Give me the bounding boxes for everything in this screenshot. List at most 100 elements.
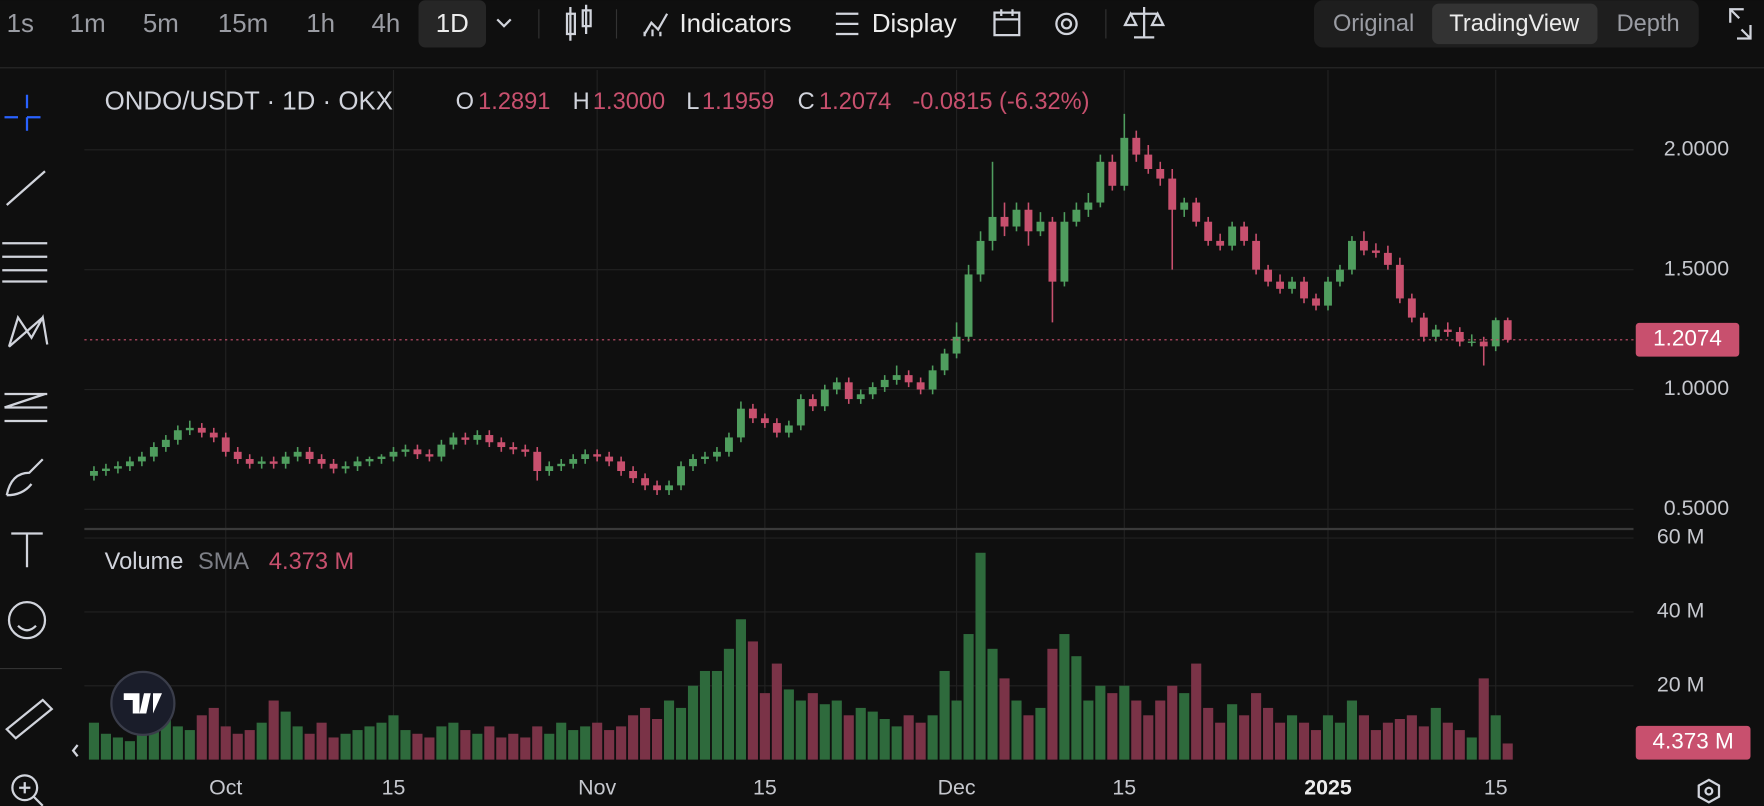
- fullscreen-icon[interactable]: [1729, 8, 1752, 40]
- candle-body: [1479, 341, 1488, 347]
- volume-bar: [160, 715, 171, 760]
- crosshair-tool[interactable]: [4, 94, 50, 140]
- text-tool[interactable]: [11, 532, 43, 568]
- interval-button[interactable]: 5m: [143, 10, 179, 38]
- candle-body: [1324, 281, 1332, 306]
- interval-button[interactable]: 4h: [371, 10, 400, 38]
- tradingview-logo[interactable]: [110, 670, 176, 736]
- replay-icon[interactable]: [993, 9, 1021, 37]
- volume-tick-label: 40 M: [1657, 599, 1705, 623]
- volume-bar: [400, 730, 411, 760]
- volume-bar: [963, 634, 974, 760]
- volume-bar: [1191, 663, 1202, 760]
- collapse-arrow[interactable]: [71, 744, 79, 757]
- emoji-tool[interactable]: [7, 601, 47, 640]
- volume-bar: [1227, 704, 1238, 760]
- volume-bar: [915, 722, 926, 760]
- emoji-smile: [17, 624, 37, 632]
- candle-body: [137, 456, 146, 462]
- x-tick-label: 15: [1484, 776, 1508, 800]
- volume-bar: [1454, 730, 1465, 760]
- candle-body: [1084, 202, 1093, 210]
- display-button[interactable]: Display: [872, 10, 957, 38]
- candle-body: [1096, 161, 1105, 203]
- candle-body: [173, 430, 182, 440]
- volume-bar: [292, 726, 303, 760]
- candle-body: [1036, 221, 1045, 232]
- candle-body: [125, 461, 134, 467]
- view-tab[interactable]: Original: [1333, 11, 1414, 37]
- compare-icon[interactable]: [1123, 7, 1166, 39]
- candle-body: [1336, 269, 1344, 282]
- x-tick-label: Dec: [938, 776, 976, 800]
- candle-body: [305, 451, 314, 460]
- candle-body: [401, 449, 410, 452]
- candle-body: [545, 466, 554, 471]
- volume-bar: [304, 733, 315, 760]
- view-tab[interactable]: Depth: [1617, 11, 1680, 37]
- last-volume-label: 4.373 M: [1652, 729, 1733, 754]
- indicators-icon[interactable]: [643, 13, 669, 37]
- zoom-tool[interactable]: [11, 774, 39, 802]
- volume-bar: [520, 737, 531, 760]
- interval-button[interactable]: 1s: [7, 10, 34, 38]
- volume-bar: [1275, 722, 1286, 760]
- settings-hex-icon[interactable]: [1697, 778, 1721, 804]
- candle-body: [1467, 341, 1476, 343]
- volume-bar: [280, 711, 291, 760]
- volume-bar: [1083, 700, 1094, 760]
- pattern-tool[interactable]: [7, 314, 49, 348]
- candle-body: [1503, 320, 1512, 340]
- volume-bar: [496, 737, 507, 760]
- trendline-tool[interactable]: [6, 170, 46, 206]
- volume-bar: [675, 707, 687, 760]
- candle-body: [653, 485, 661, 491]
- candle-body: [1419, 317, 1428, 337]
- candle-body: [772, 423, 781, 433]
- candle-body: [1168, 178, 1177, 210]
- volume-bar: [244, 730, 255, 760]
- volume-bar: [939, 670, 950, 760]
- candle-body: [1359, 240, 1368, 251]
- candle-body: [904, 375, 913, 383]
- brush-tool[interactable]: [5, 458, 44, 497]
- volume-bar: [208, 707, 219, 760]
- volume-bar: [699, 670, 711, 760]
- volume-bar: [460, 730, 471, 760]
- volume-bar: [1418, 726, 1429, 760]
- volume-bar: [1107, 693, 1118, 760]
- volume-bar: [1131, 700, 1142, 760]
- candle-body: [1312, 298, 1320, 306]
- interval-button[interactable]: 15m: [218, 10, 268, 38]
- candle-body: [1240, 226, 1249, 241]
- candle-body: [497, 442, 506, 448]
- interval-dropdown[interactable]: [496, 18, 512, 28]
- projection-tool[interactable]: [4, 392, 48, 423]
- volume-bar: [1298, 722, 1310, 760]
- view-tab[interactable]: TradingView: [1449, 11, 1580, 37]
- interval-button[interactable]: 1h: [306, 10, 335, 38]
- candle-body: [1132, 137, 1141, 155]
- candle-body: [509, 447, 518, 450]
- indicators-button[interactable]: Indicators: [680, 10, 792, 38]
- measure-tool[interactable]: [5, 698, 54, 740]
- candle-body: [521, 449, 530, 452]
- interval-button[interactable]: 1m: [70, 10, 106, 38]
- settings-icon[interactable]: [1055, 12, 1078, 36]
- candle-body: [461, 437, 470, 440]
- candle-body: [473, 435, 482, 440]
- candle-body: [149, 447, 158, 457]
- volume-bar: [640, 707, 651, 760]
- display-icon[interactable]: [835, 12, 859, 36]
- fib-tool[interactable]: [2, 242, 48, 283]
- volume-bar: [723, 648, 735, 760]
- ohlc-label: O: [456, 89, 474, 115]
- candle-body: [1108, 161, 1117, 186]
- chart-type-icon[interactable]: [565, 4, 592, 41]
- candle-body: [1264, 269, 1273, 282]
- volume-bar: [364, 726, 375, 760]
- interval-button[interactable]: 1D: [436, 10, 469, 38]
- candle-body: [832, 382, 841, 390]
- x-tick-label: 2025: [1304, 776, 1352, 800]
